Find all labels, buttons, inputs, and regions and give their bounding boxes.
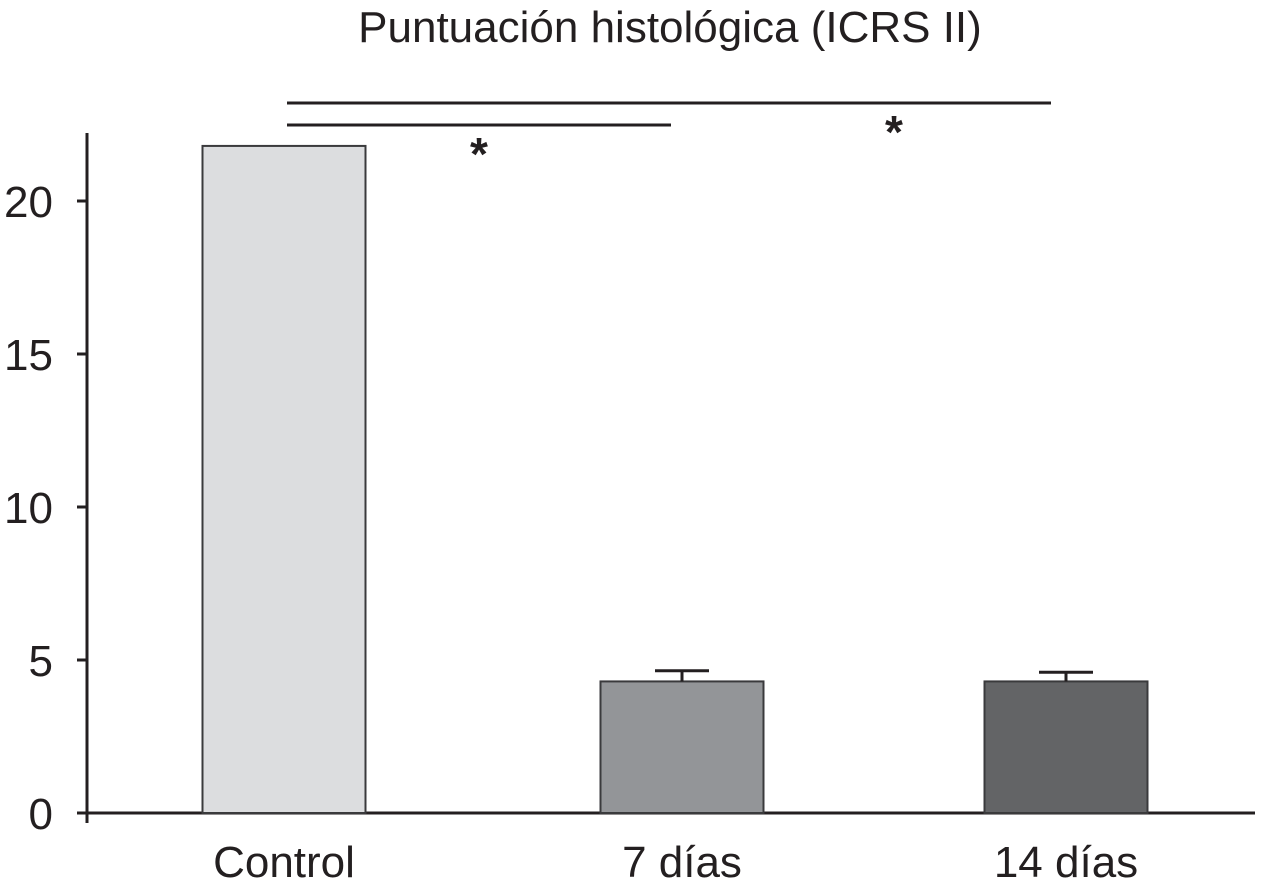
bar — [201, 144, 367, 815]
x-tick-label: Control — [213, 838, 355, 887]
x-tick-label: 7 días — [622, 838, 742, 887]
y-tick-label: 15 — [4, 331, 53, 380]
x-tick-label: 14 días — [994, 838, 1138, 887]
y-tick-label: 5 — [29, 637, 53, 686]
bar — [599, 680, 765, 814]
bar — [983, 680, 1149, 814]
y-tick-label: 10 — [4, 484, 53, 533]
significance-label: * — [885, 106, 903, 158]
significance-label: * — [470, 128, 488, 180]
y-tick-label: 20 — [4, 178, 53, 227]
chart-title: Puntuación histológica (ICRS II) — [358, 3, 982, 52]
y-tick-label: 0 — [29, 790, 53, 839]
